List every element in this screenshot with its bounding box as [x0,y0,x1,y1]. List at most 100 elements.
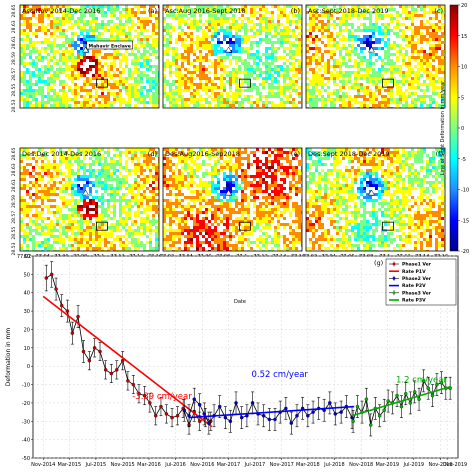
data-point [217,404,222,409]
lat-tick-label: 28.63 [11,20,17,33]
map-title: Des:Dec 2014-Des 2016 [22,150,101,158]
lat-tick-label: 28.53 [11,242,17,255]
data-point [65,309,70,313]
colorbar-tick-label: -15 [461,218,469,224]
data-point [368,423,373,427]
x-tick-label: Mar-2019 [375,462,399,468]
y-tick-label: -20 [22,401,30,407]
triangle-marker-icon [225,46,232,53]
data-point [153,414,158,418]
data-point [182,408,186,413]
map-panel-letter: (e) [291,150,300,158]
legend-label: Phase3 Ver [402,290,432,296]
data-point [197,402,202,407]
map-border [162,147,303,252]
x-tick-label: Jul-2016 [164,462,186,468]
legend-box [385,258,457,306]
map-panel-letter: (b) [291,7,300,15]
data-point [170,415,174,420]
data-point [137,391,141,396]
map-border [305,4,446,109]
y-tick-label: 60 [24,254,30,260]
landmark-box [239,78,251,88]
lat-tick-label: 28.59 [11,52,17,65]
lat-tick-label: 28.55 [11,227,17,240]
legend-swatch-marker [392,262,396,266]
data-point [49,272,54,277]
data-point [223,415,228,420]
landmark-box [96,78,108,88]
data-point [115,368,119,372]
data-point [421,379,426,383]
data-point [382,408,386,413]
x-tick-label: Nov-2018 [349,462,373,468]
data-point [148,401,152,405]
data-point [192,397,197,401]
series-phase1-ver [44,261,213,435]
triangle-marker-icon [368,189,375,196]
data-point [408,401,413,405]
data-point [250,401,255,405]
x-tick-label: Mar-2017 [217,462,241,468]
x-tick-label: Mar-2016 [137,462,161,468]
data-point [377,414,382,418]
data-point [364,397,369,401]
y-tick-label: 0 [27,364,30,370]
rate-line [42,295,213,428]
data-point [412,390,417,394]
x-tick-label: Jul-2017 [244,462,266,468]
x-tick-label: Nov-2017 [270,462,294,468]
map-pixels [163,148,302,251]
data-point [426,386,430,390]
series-rate-p1v [42,295,213,428]
data-point [284,406,288,411]
series-phase2-ver [182,387,354,435]
chart-panel-letter: (g) [374,259,383,267]
data-point [197,419,202,424]
colorbar-tick-label: 0 [461,126,464,132]
y-tick-label: -50 [22,456,30,462]
deformation-maps: Asc:Nov 2014-Dec 2016 (a) Mahavir Enclave 2… [11,4,448,260]
data-point [109,371,114,376]
data-point [120,358,125,363]
x-tick-label: Mar-2015 [58,462,82,468]
map-title: Des:Sept 2018-Dec 2019 [308,150,390,158]
legend-swatch-marker [392,291,396,295]
y-tick-label: -40 [22,438,30,444]
legend-label: Rate P1V [402,269,426,275]
data-point [328,401,332,405]
data-point [311,410,315,414]
map-border [162,4,303,109]
legend-label: Rate P2V [402,283,426,289]
colorbar-tick-label: 20 [461,3,467,9]
colorbar-tick-label: 5 [461,95,464,101]
landmark-box [382,78,394,88]
series-rate-p3v [351,385,452,417]
x-tick-label: Nov-2019 [429,462,453,468]
map-panel-6: Des:Sept 2018-Dec 2019(f)77.0277.0477.06… [303,147,448,260]
data-point [333,412,338,416]
x-tick-label: Jul-2015 [85,462,107,468]
triangle-marker-icon [82,46,89,53]
landmark-box [239,221,251,231]
colorbar: 20 15 10 5 0 -5 -10 -15 -20 Line of Sight Deforma… [440,3,469,255]
data-point [355,404,360,409]
map-pixels [306,148,445,251]
map-panel-1: Asc:Nov 2014-Dec 2016 (a) Mahavir Enclave 2… [11,4,160,112]
map-panel-letter: (a) [148,7,157,15]
data-point [404,391,408,396]
x-tick-label: Nov-2014 [31,462,55,468]
lat-tick-label: 28.57 [11,211,17,224]
data-point [306,414,310,418]
data-point [395,393,399,398]
map-panel-5: Des:Aug2016-Sep2018(e)77.0277.0477.0677.… [160,147,305,260]
data-point [351,419,355,424]
data-point [76,314,80,319]
triangle-marker-icon [225,189,232,196]
data-point [164,412,169,416]
map-title: Asc:Nov 2014-Dec 2016 [22,7,100,15]
legend-label: Rate P3V [402,298,426,304]
data-point [81,349,86,354]
map-border [305,147,446,252]
